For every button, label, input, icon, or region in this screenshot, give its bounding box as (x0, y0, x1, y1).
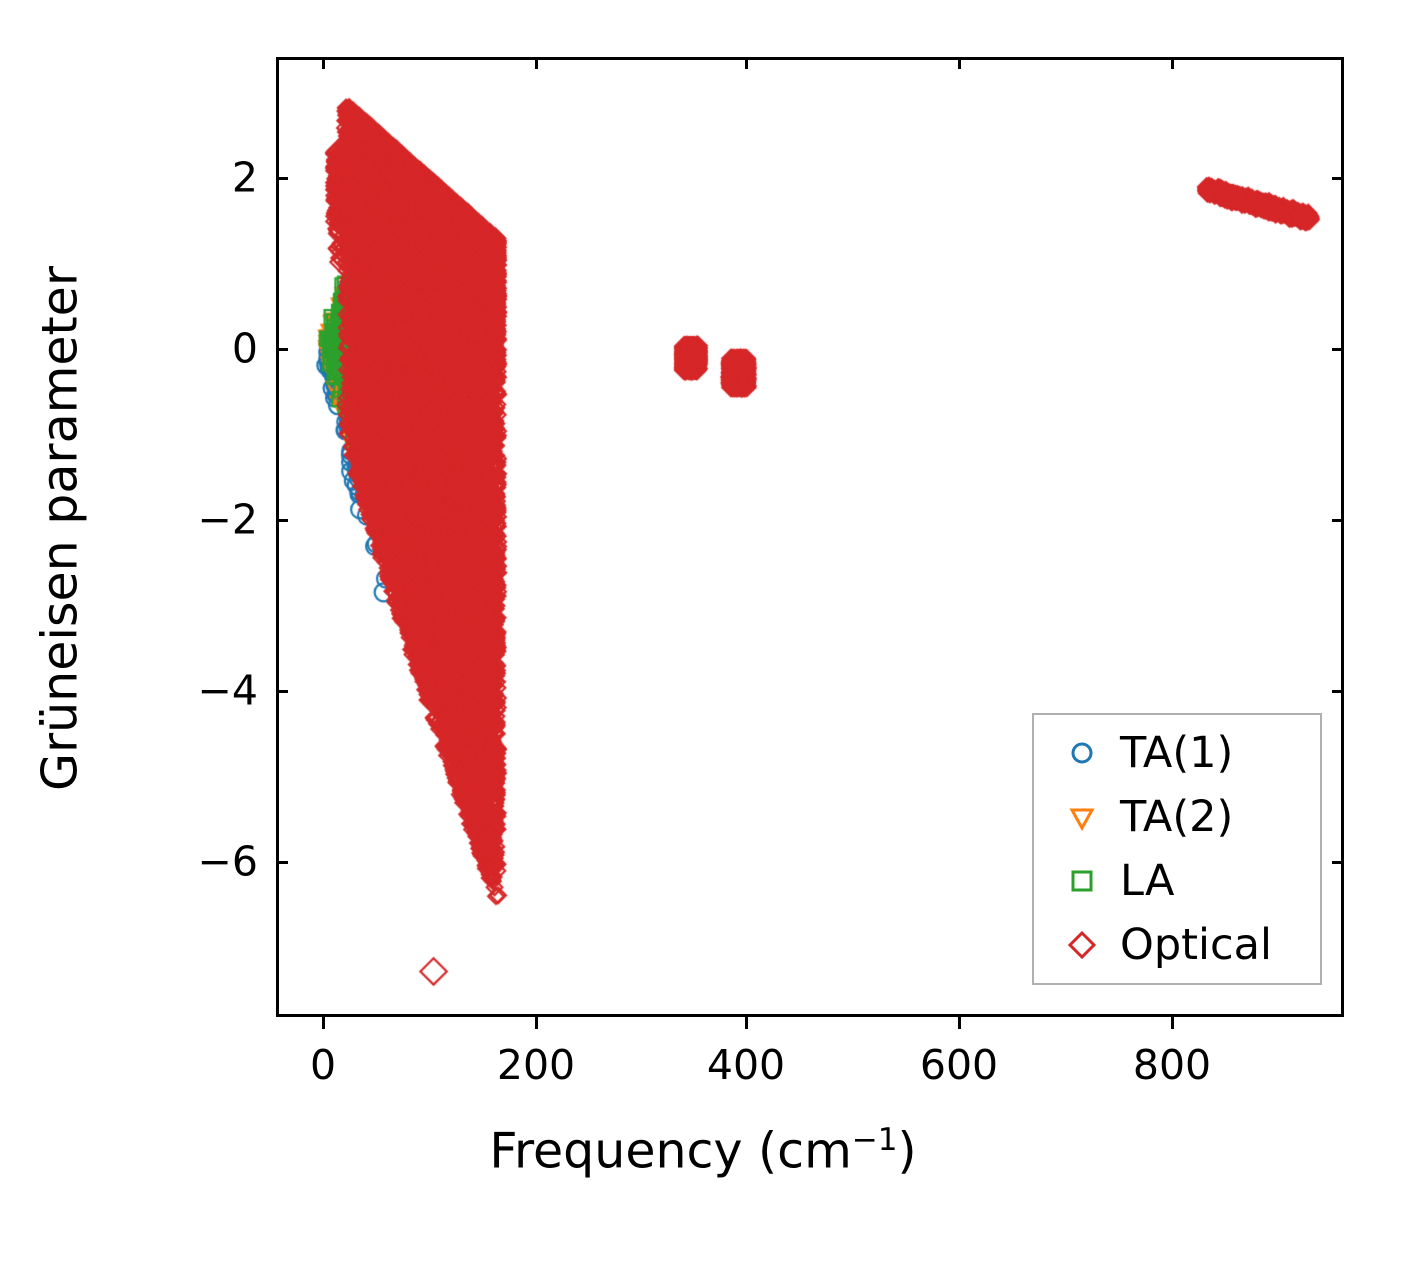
x-tick-mark (321, 1017, 325, 1029)
y-tick-mark-right (1332, 689, 1344, 693)
legend-label-optical: Optical (1120, 920, 1272, 970)
x-tick-mark-top (534, 57, 538, 69)
y-tick-mark (276, 518, 288, 522)
triangle-down-marker-icon (1060, 795, 1104, 839)
y-tick-mark-right (1332, 176, 1344, 180)
y-tick-mark (276, 176, 288, 180)
y-tick-mark-right (1332, 860, 1344, 864)
x-tick-mark (957, 1017, 961, 1029)
y-tick-label: −2 (197, 495, 258, 544)
y-axis-label-container: Grüneisen parameter (0, 0, 110, 1070)
x-tick-label: 800 (1132, 1041, 1212, 1089)
legend-item-optical[interactable]: Optical (1034, 913, 1320, 977)
x-tick-mark-top (957, 57, 961, 69)
circle-marker-icon (1060, 731, 1104, 775)
plot-area (276, 57, 1344, 1017)
x-tick-label: 600 (919, 1041, 999, 1089)
x-tick-mark-top (1170, 57, 1174, 69)
square-marker-icon (1060, 859, 1104, 903)
x-tick-label: 400 (706, 1041, 786, 1089)
x-axis-label-text: Frequency (cm (489, 1122, 852, 1180)
legend-label-ta2: TA(2) (1120, 792, 1234, 842)
x-axis-label: Frequency (cm−1) (0, 1122, 1406, 1179)
x-tick-label: 0 (309, 1041, 337, 1089)
y-tick-label: −6 (197, 837, 258, 886)
legend-label-la: LA (1120, 856, 1175, 906)
y-tick-mark-right (1332, 518, 1344, 522)
legend-item-ta2[interactable]: TA(2) (1034, 785, 1320, 849)
x-tick-mark-top (744, 57, 748, 69)
y-axis-label: Grüneisen parameter (31, 266, 89, 791)
legend-item-ta1[interactable]: TA(1) (1034, 721, 1320, 785)
y-tick-label: 2 (231, 153, 258, 202)
x-tick-mark-top (321, 57, 325, 69)
legend-label-ta1: TA(1) (1120, 728, 1234, 778)
x-axis-label-superscript: −1 (851, 1122, 898, 1158)
legend-item-la[interactable]: LA (1034, 849, 1320, 913)
y-tick-mark (276, 860, 288, 864)
x-axis-label-tail: ) (897, 1122, 917, 1180)
y-tick-mark (276, 347, 288, 351)
x-tick-mark (744, 1017, 748, 1029)
y-tick-label: 0 (231, 324, 258, 373)
x-tick-mark (534, 1017, 538, 1029)
y-tick-mark (276, 689, 288, 693)
x-tick-mark (1170, 1017, 1174, 1029)
diamond-marker-icon (1060, 923, 1104, 967)
y-tick-label: −4 (197, 666, 258, 715)
x-tick-label: 200 (496, 1041, 576, 1089)
legend-box: TA(1) TA(2) LA Optical (1032, 713, 1322, 985)
y-tick-mark-right (1332, 347, 1344, 351)
